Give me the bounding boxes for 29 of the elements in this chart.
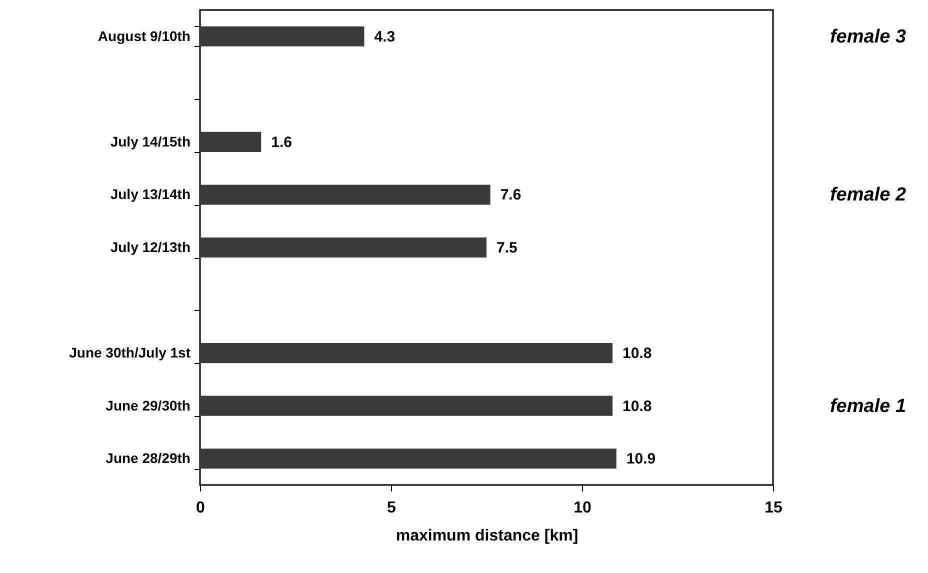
x-axis-title: maximum distance [km] — [396, 528, 578, 544]
y-tick-label: July 12/13th — [110, 239, 190, 255]
y-tick-label: June 28/29th — [106, 450, 190, 466]
y-tick-label: July 13/14th — [110, 186, 190, 202]
x-tick-label: 15 — [764, 500, 782, 516]
data-label: 7.6 — [500, 186, 522, 204]
x-tick-label: 10 — [574, 500, 592, 516]
data-label: 10.9 — [626, 450, 656, 468]
bar — [200, 396, 613, 416]
y-tick-label: July 14/15th — [110, 133, 190, 150]
x-tick-label: 5 — [387, 500, 396, 516]
data-label: 7.5 — [496, 240, 518, 256]
bar — [200, 184, 490, 205]
y-tick-label: June 29/30th — [106, 397, 190, 414]
bar — [200, 26, 364, 46]
text: female 3 — [830, 26, 906, 48]
text: female 2 — [830, 184, 906, 206]
bar — [200, 132, 262, 152]
bar — [200, 343, 613, 364]
bar — [200, 448, 616, 469]
text: female 1 — [830, 396, 906, 417]
data-label: 10.8 — [622, 398, 652, 415]
bar — [200, 237, 486, 258]
data-label: 4.3 — [374, 28, 396, 46]
y-tick-label: June 30th/July 1st — [69, 344, 191, 361]
data-label: 10.8 — [622, 345, 652, 362]
data-label: 1.6 — [271, 134, 292, 151]
x-tick-label: 0 — [196, 500, 206, 516]
y-tick-label: August 9/10th — [98, 28, 190, 44]
